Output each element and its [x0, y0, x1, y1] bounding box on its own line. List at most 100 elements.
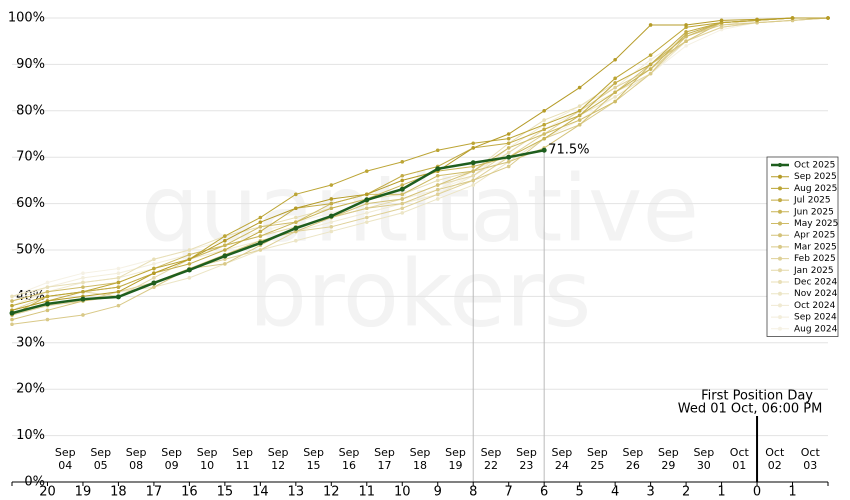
- data-point: [506, 146, 511, 150]
- date-label: 01: [732, 459, 746, 472]
- data-point: [329, 197, 334, 201]
- data-point: [152, 266, 156, 271]
- data-point: [116, 285, 121, 289]
- data-point: [400, 201, 405, 206]
- x-tick-label: 15: [217, 485, 234, 500]
- y-tick-label: 30%: [16, 335, 45, 350]
- data-point: [152, 285, 156, 289]
- data-point: [115, 294, 121, 300]
- data-point: [506, 164, 511, 169]
- data-point: [755, 17, 759, 22]
- data-point: [435, 197, 440, 201]
- data-point: [329, 220, 334, 224]
- data-point: [258, 234, 263, 238]
- date-label: Sep: [623, 446, 644, 459]
- date-label: 04: [58, 459, 72, 472]
- watermark: quantitative: [141, 155, 699, 262]
- data-point: [294, 206, 298, 211]
- y-tick-label: 80%: [16, 103, 45, 118]
- date-label: 26: [626, 459, 640, 472]
- x-tick-label: 18: [110, 485, 127, 500]
- series-line: [11, 149, 545, 315]
- data-point: [187, 262, 192, 266]
- x-tick-label: 2: [682, 485, 690, 500]
- data-point: [471, 164, 476, 169]
- data-point: [9, 310, 15, 316]
- data-point: [151, 280, 157, 286]
- data-point: [258, 215, 263, 220]
- data-point: [364, 192, 369, 197]
- data-point: [577, 85, 582, 90]
- date-label: 25: [590, 459, 604, 472]
- data-point: [294, 220, 298, 224]
- data-point: [613, 95, 617, 99]
- data-point: [45, 317, 50, 322]
- data-point: [613, 85, 617, 90]
- data-point: [613, 99, 617, 104]
- data-point: [719, 18, 724, 23]
- data-point: [471, 146, 476, 150]
- data-point: [506, 154, 512, 160]
- x-tick-label: 1: [788, 485, 796, 500]
- x-tick-label: 19: [75, 485, 92, 500]
- date-label: Sep: [268, 446, 289, 459]
- y-tick-label: 90%: [16, 57, 45, 72]
- data-point: [116, 280, 121, 285]
- data-point: [152, 262, 156, 266]
- legend-marker: [778, 198, 782, 203]
- x-tick-label: 20: [39, 485, 56, 500]
- date-label: Sep: [516, 446, 537, 459]
- data-point: [613, 90, 617, 95]
- data-point: [223, 257, 227, 262]
- data-point: [329, 201, 334, 206]
- data-point: [10, 299, 14, 303]
- x-tick-label: 7: [505, 485, 513, 500]
- data-point: [542, 132, 546, 136]
- legend-label: Sep 2024: [794, 313, 837, 323]
- data-point: [435, 166, 441, 172]
- data-point: [116, 271, 121, 276]
- legend-label: Oct 2025: [794, 161, 835, 171]
- data-point: [471, 141, 476, 146]
- date-label: Sep: [410, 446, 431, 459]
- data-point: [506, 132, 511, 136]
- data-point: [45, 285, 50, 289]
- data-point: [223, 234, 227, 238]
- x-tick-label: 14: [252, 485, 269, 500]
- date-label: 12: [271, 459, 285, 472]
- legend-label: Dec 2024: [794, 278, 837, 288]
- data-point: [506, 141, 511, 146]
- legend-label: Aug 2024: [794, 324, 838, 334]
- data-point: [45, 289, 50, 294]
- series-line: [11, 17, 828, 311]
- date-label: Sep: [339, 446, 360, 459]
- x-tick-label: 8: [469, 485, 477, 500]
- data-point: [116, 276, 121, 280]
- y-tick-label: 20%: [16, 382, 45, 397]
- legend-marker: [778, 326, 782, 331]
- data-point: [400, 206, 405, 211]
- data-point: [577, 118, 582, 122]
- data-point: [364, 211, 369, 215]
- data-point: [364, 197, 370, 203]
- data-point: [223, 238, 227, 243]
- data-point: [187, 248, 192, 252]
- legend-marker: [778, 315, 782, 320]
- data-point: [45, 280, 50, 285]
- legend-marker: [778, 163, 782, 167]
- data-point: [577, 113, 582, 118]
- x-tick-label: 11: [359, 485, 376, 500]
- x-tick-label: 9: [434, 485, 442, 500]
- data-point: [435, 183, 440, 187]
- data-point: [471, 178, 476, 183]
- x-tick-label: 16: [181, 485, 198, 500]
- date-label: 24: [555, 459, 569, 472]
- data-point: [258, 229, 263, 234]
- x-tick-label: 0: [753, 485, 761, 500]
- data-point: [223, 243, 227, 248]
- x-tick-label: 5: [576, 485, 584, 500]
- data-point: [577, 109, 582, 113]
- data-point: [577, 104, 582, 108]
- y-tick-label: 100%: [8, 11, 45, 26]
